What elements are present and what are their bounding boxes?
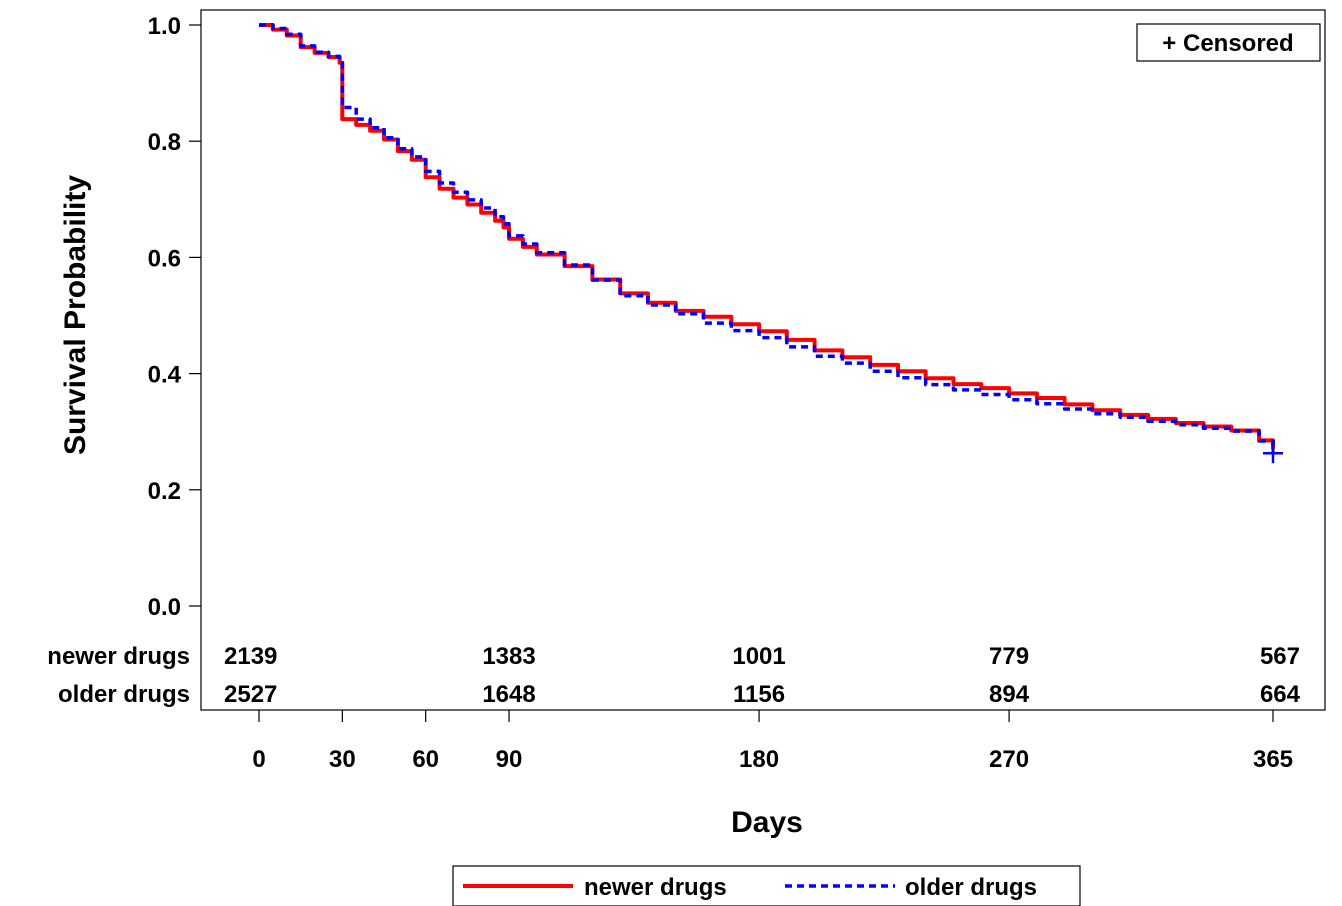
at-risk-count: 2139 [224,643,277,670]
y-tick-label: 0.4 [148,362,182,389]
at-risk-row-label: older drugs [58,681,190,708]
x-tick-label: 30 [329,746,356,773]
x-tick-label: 180 [739,746,779,773]
at-risk-count: 1383 [482,643,535,670]
x-tick-label: 270 [989,746,1029,773]
y-axis: 0.0 0.2 0.4 0.6 0.8 1.0 [148,13,201,621]
at-risk-count: 664 [1260,681,1301,708]
y-tick-label: 0.2 [148,478,181,505]
censored-legend: + Censored [1136,23,1321,62]
at-risk-count: 1156 [733,681,785,708]
y-tick-label: 1.0 [148,13,181,40]
legend-label: newer drugs [584,874,727,901]
at-risk-count: 567 [1260,643,1300,670]
at-risk-row-label: newer drugs [47,643,190,670]
x-tick-label: 365 [1253,746,1293,773]
y-tick-label: 0.0 [148,594,181,621]
x-tick-label: 0 [252,746,265,773]
series-line-older-drugs [259,23,1275,452]
series-layer [259,23,1275,452]
censored-marker [1263,443,1283,464]
y-axis-title: Survival Probability [59,175,92,455]
at-risk-count: 1648 [482,681,535,708]
at-risk-count: 779 [989,643,1029,670]
at-risk-count: 1001 [732,643,785,670]
series-legend: newer drugs older drugs [452,865,1081,906]
censor-layer [1263,443,1283,464]
at-risk-table: newer drugs 2139 1383 1001 779 567 older drugs… [47,643,1300,708]
censored-legend-label: + Censored [1162,30,1293,57]
at-risk-count: 2527 [224,681,277,708]
censored-legend-box [1136,23,1321,62]
legend-label: older drugs [905,874,1037,901]
plot-frame [200,9,1326,711]
y-tick-label: 0.8 [148,129,181,156]
at-risk-count: 894 [989,681,1030,708]
y-tick-label: 0.6 [148,245,181,272]
series-line-newer-drugs [259,23,1275,450]
x-tick-label: 60 [412,746,439,773]
x-axis: 0 30 60 90 180 270 365 [252,710,1293,773]
x-axis-title: Days [731,806,803,839]
x-tick-label: 90 [496,746,523,773]
